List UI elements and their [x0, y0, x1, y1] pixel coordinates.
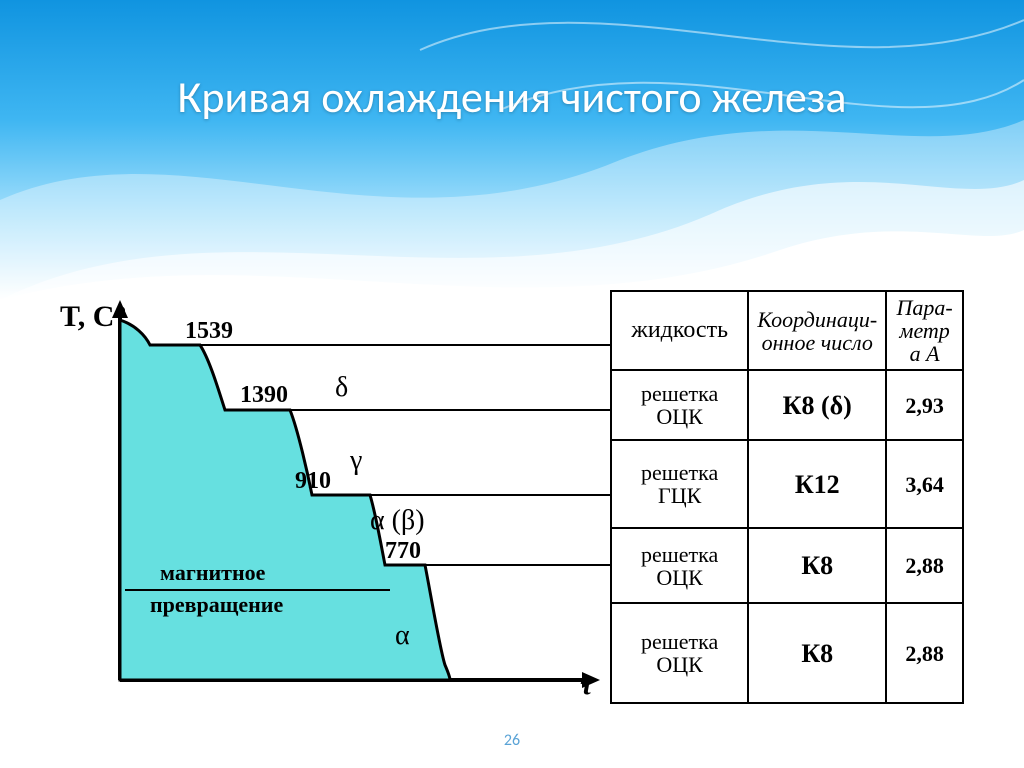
temp-910: 910: [295, 468, 331, 495]
temp-1390: 1390: [240, 382, 288, 409]
diagram-area: T, C° 1539 1390 910 770 δ γ α (β) α м: [60, 300, 964, 720]
phase-alpha-beta: α (β): [370, 505, 425, 537]
cell-param: 3,64: [886, 440, 963, 528]
page-number: 26: [0, 731, 1024, 750]
phase-alpha: α: [395, 620, 410, 652]
cell-lattice: решетка ОЦК: [611, 370, 748, 440]
magnetic-line2: превращение: [150, 592, 283, 618]
hdr-coord: Координаци- онное число: [748, 291, 886, 370]
cell-param: 2,88: [886, 528, 963, 603]
cell-coord: К8 (δ): [748, 370, 886, 440]
cell-coord: К12: [748, 440, 886, 528]
temp-1539: 1539: [185, 318, 233, 345]
phase-table: жидкость Координаци- онное число Пара- м…: [610, 290, 964, 704]
cell-lattice: решетка ГЦК: [611, 440, 748, 528]
cell-coord: К8: [748, 603, 886, 703]
cell-coord: К8: [748, 528, 886, 603]
phase-gamma: γ: [350, 445, 362, 477]
cell-lattice: решетка ОЦК: [611, 528, 748, 603]
cooling-curve-chart: [90, 300, 610, 700]
wave-art: [0, 0, 1024, 300]
cell-param: 2,88: [886, 603, 963, 703]
table-row: решетка ГЦК К12 3,64: [611, 440, 963, 528]
slide-title: Кривая охлаждения чистого железа: [0, 70, 1024, 124]
cell-param: 2,93: [886, 370, 963, 440]
cell-lattice: решетка ОЦК: [611, 603, 748, 703]
phase-delta: δ: [335, 372, 348, 404]
slide: Кривая охлаждения чистого железа T, C° 1…: [0, 0, 1024, 768]
hdr-liquid: жидкость: [611, 291, 748, 370]
table-row: решетка ОЦК К8 2,88: [611, 603, 963, 703]
hdr-param: Пара- метр а А: [886, 291, 963, 370]
table-row: решетка ОЦК К8 2,88: [611, 528, 963, 603]
table-header-row: жидкость Координаци- онное число Пара- м…: [611, 291, 963, 370]
table-row: решетка ОЦК К8 (δ) 2,93: [611, 370, 963, 440]
x-axis-label: τ: [580, 668, 593, 702]
temp-770: 770: [385, 538, 421, 565]
magnetic-line1: магнитное: [160, 560, 265, 586]
